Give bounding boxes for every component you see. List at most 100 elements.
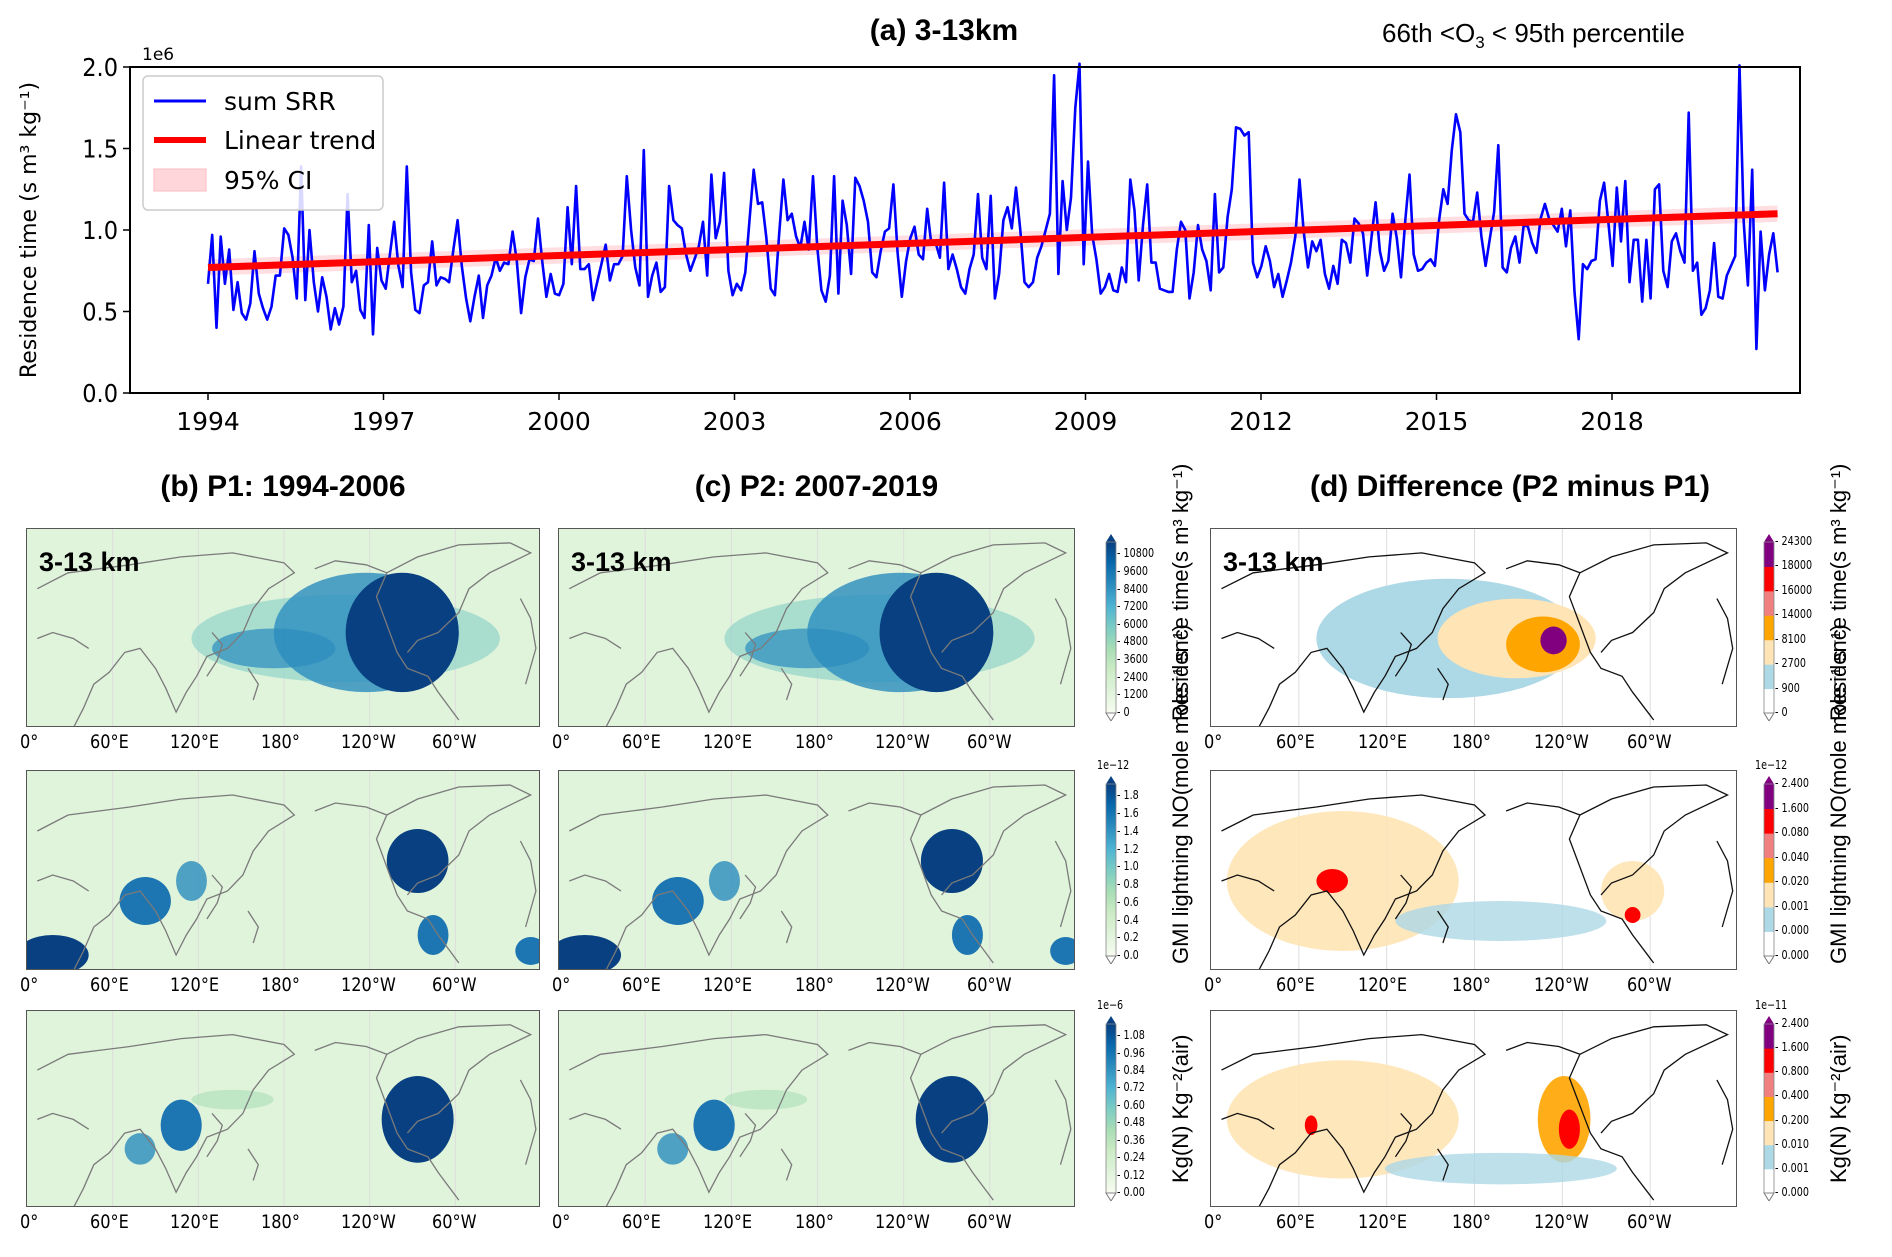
panel-b-title: (b) P1: 1994-2006 <box>160 470 406 503</box>
field-india <box>124 1133 156 1165</box>
trend-line <box>207 210 1778 271</box>
colorbar-tick-label: - 8100 <box>1775 631 1806 646</box>
map-field <box>1221 529 1734 726</box>
colorbar-seq-row3: - 0.00 - 0.12 - 0.24 - 0.36 - 0.48 - 0.60 - 0.… <box>1097 998 1255 1201</box>
coastline <box>569 1033 829 1206</box>
field-diff-pacific <box>1384 1152 1617 1185</box>
colorbar-level <box>1764 784 1774 810</box>
colorbar-extend-min <box>1763 955 1775 964</box>
coastline <box>37 874 90 892</box>
colorbar-extend-max <box>1764 534 1774 542</box>
colorbar-tick-label: - 7200 <box>1117 599 1148 614</box>
colorbar-tick-label: - 9600 <box>1117 563 1148 578</box>
map-field <box>1221 1011 1734 1206</box>
colorbar-extend-min <box>1105 955 1117 964</box>
lon-tick-label: 180° <box>1451 1211 1491 1233</box>
coastline <box>1437 1148 1449 1181</box>
field-pacific <box>724 1089 808 1110</box>
colorbar-level <box>1764 566 1774 592</box>
colorbar-tick-label: - 0.020 <box>1775 874 1809 889</box>
map-field <box>569 1011 1072 1206</box>
colorbar-tick-label: - 8400 <box>1117 581 1148 596</box>
lon-tick-label: 180° <box>794 731 834 753</box>
colorbar-title: GMI lightning NO(mole mole⁻¹ s⁻¹) <box>1168 624 1193 964</box>
colorbar-level <box>1764 1096 1774 1122</box>
colorbar-exponent: 1e−11 <box>1755 998 1788 1012</box>
field-plume-core <box>879 572 994 693</box>
colorbar-exponent: 1e−6 <box>1097 998 1124 1012</box>
colorbar-extend-min <box>1105 712 1117 721</box>
colorbar-tick-label: - 0.84 <box>1117 1063 1145 1078</box>
panel-c-title: (c) P2: 2007-2019 <box>694 470 939 503</box>
colorbar-tick-label: - 3600 <box>1117 652 1148 667</box>
map-panel-c-row2 <box>558 770 1075 970</box>
coastline <box>569 874 622 892</box>
lon-tick-label: 120°E <box>169 1211 219 1233</box>
coastline <box>569 631 622 649</box>
lon-tick-label: 60°E <box>622 974 661 996</box>
lon-tick-label: 120°E <box>1358 731 1408 753</box>
coastline <box>314 560 460 721</box>
lon-tick-label: 0° <box>20 974 39 996</box>
colorbar-tick-label: - 0.4 <box>1117 912 1139 927</box>
coastline <box>780 1148 793 1181</box>
lon-tick-label: 60°E <box>1275 974 1315 996</box>
colorbar-tick-label: - 2.400 <box>1775 776 1809 790</box>
colorbar-tick-label: - 0.000 <box>1775 1185 1809 1199</box>
lon-tick-label: 60°E <box>622 1211 661 1233</box>
field-diff-south-asia <box>1316 869 1349 893</box>
colorbar-level <box>1764 931 1774 957</box>
altitude-label: 3-13 km <box>1223 547 1324 577</box>
coastline <box>569 1112 622 1130</box>
lon-tick-label: 120°W <box>1533 1211 1589 1233</box>
colorbar-exponent: 1e−12 <box>1097 758 1130 772</box>
field-north-america <box>915 1076 989 1163</box>
map-field <box>1221 771 1734 969</box>
coastline <box>1716 840 1734 928</box>
lon-tick-label: 180° <box>794 974 834 996</box>
coastline <box>314 1041 460 1201</box>
coastline <box>1505 1041 1655 1201</box>
colorbar-extend-max <box>1106 776 1116 784</box>
colorbar-gradient <box>1106 542 1116 713</box>
field-diff-purple <box>1540 626 1567 655</box>
colorbar-gradient <box>1106 1024 1116 1193</box>
colorbar-diff-row1: - 0 - 900 - 2700 - 8100 - 14000 - 16000 - 1800… <box>1763 464 1892 721</box>
colorbar-tick-label: - 0.0 <box>1117 948 1139 962</box>
colorbar-diff-row3: - 0.000 - 0.001 - 0.010 - 0.200 - 0.400 - 0.8… <box>1755 998 1892 1201</box>
coastline <box>1221 794 1487 969</box>
colorbar-tick-label: - 0.24 <box>1117 1150 1145 1165</box>
coastline <box>386 784 533 896</box>
colorbar-level <box>1764 688 1774 714</box>
lon-tick-label: 120°E <box>169 974 219 996</box>
field-north-america <box>381 1076 454 1163</box>
lon-tick-label: 60°W <box>966 974 1012 996</box>
lon-tick-label: 60°E <box>1275 1211 1315 1233</box>
colorbar-tick-label: - 0.400 <box>1775 1088 1809 1103</box>
colorbar-tick-label: - 0.200 <box>1775 1112 1809 1127</box>
legend: sum SRR Linear trend 95% CI <box>142 75 384 211</box>
field-south-asia <box>652 877 704 925</box>
lon-tick-label: 120°W <box>875 1211 931 1233</box>
colorbar-title: Kg(N) Kg⁻²(air) <box>1826 1034 1851 1183</box>
altitude-label: 3-13 km <box>571 547 672 577</box>
coastline <box>848 1041 994 1201</box>
coastline <box>1054 598 1072 685</box>
coastline <box>569 794 829 969</box>
y-tick-label: 2.0 <box>82 53 118 82</box>
coastline <box>780 667 793 701</box>
field-india <box>657 1133 689 1165</box>
colorbar-tick-label: - 1.600 <box>1775 1040 1809 1055</box>
lon-tick-label: 60°W <box>1627 974 1672 996</box>
map-panel-c-row3 <box>558 1010 1075 1207</box>
lon-tick-label: 120°W <box>341 731 397 753</box>
colorbar-level <box>1764 542 1774 567</box>
colorbar-tick-label: - 6000 <box>1117 616 1148 631</box>
coastline <box>519 598 537 685</box>
field-south-america <box>1050 937 1074 965</box>
field-south-asia <box>119 877 171 925</box>
coastline <box>1054 1079 1072 1165</box>
lon-tick-label: 120°E <box>1358 974 1408 996</box>
lon-tick-label: 0° <box>1204 1211 1223 1233</box>
map-panel-b-row2 <box>26 770 540 970</box>
